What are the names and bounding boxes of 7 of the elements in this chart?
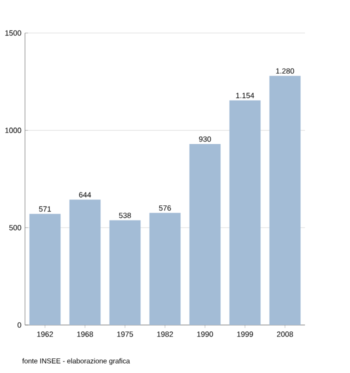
- bar: [189, 144, 221, 325]
- bar: [269, 76, 301, 325]
- bar: [109, 220, 141, 325]
- bar: [69, 200, 101, 325]
- bar: [29, 214, 61, 325]
- bar: [149, 212, 181, 325]
- bar: [229, 100, 261, 325]
